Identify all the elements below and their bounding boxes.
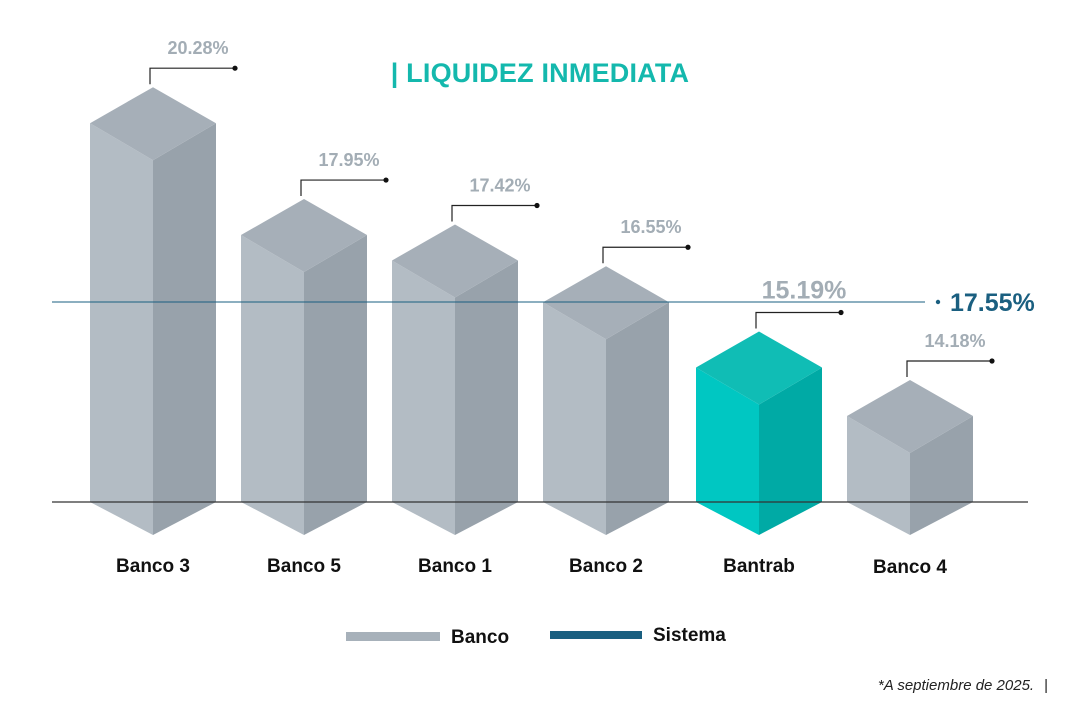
value-leader-dot [383,177,389,183]
value-leader [755,311,841,329]
system-dot [935,299,941,305]
value-label: 16.55% [620,217,681,237]
bar-banco-4 [847,380,973,535]
value-leader [149,67,235,85]
labels-layer: 20.28% Banco 3 17.95% Banco 5 17.42% Banco 1 1… [116,38,995,578]
bar-banco-5 [241,199,367,536]
value-leader [300,179,386,197]
bar-banco-3 [90,87,216,535]
legend-label-sistema: Sistema [653,625,726,646]
value-label: 14.18% [924,331,985,351]
bars-layer [90,87,973,536]
bar-banco-1 [392,224,518,535]
legend-label-banco: Banco [451,627,509,648]
legend-swatch-banco [346,632,440,641]
category-label: Bantrab [723,556,795,577]
bar-bantrab [696,331,822,535]
value-label: 17.42% [469,175,530,195]
category-label: Banco 3 [116,556,190,577]
value-label: 15.19% [762,277,847,305]
system-line-layer: 17.55% [52,289,1035,317]
footnote-bar: | [1044,677,1048,694]
value-leader [451,204,537,222]
value-leader-dot [534,202,540,209]
legend: Banco Sistema [346,625,726,648]
value-leader-dot [838,309,844,316]
category-label: Banco 5 [267,556,341,577]
chart-title: | LIQUIDEZ INMEDIATA [390,58,690,88]
footnote: *A septiembre de 2025. | [878,677,1048,694]
category-label: Banco 2 [569,556,643,577]
value-label: 20.28% [167,38,228,58]
legend-swatch-sistema [550,631,642,639]
value-label: 17.95% [318,150,379,170]
value-leader-dot [232,65,238,71]
category-label: Banco 1 [418,556,492,577]
value-leader-dot [989,358,995,364]
bar-banco-2 [543,266,669,535]
footnote-text: *A septiembre de 2025. [877,677,1035,694]
value-leader [906,360,992,377]
category-label: Banco 4 [873,557,947,578]
value-leader [602,246,688,264]
system-value-label: 17.55% [950,289,1035,317]
value-leader-dot [685,244,691,250]
